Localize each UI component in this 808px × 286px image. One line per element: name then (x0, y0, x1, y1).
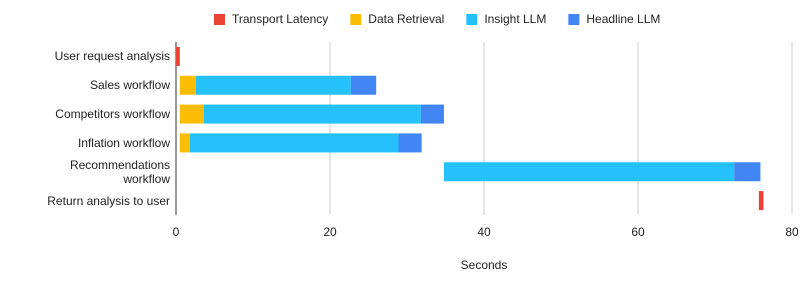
bar-segment (420, 104, 444, 124)
bar-segment (176, 46, 180, 66)
legend-swatch (466, 14, 478, 25)
category-labels: User request analysis Sales workflow Compe… (0, 0, 170, 286)
legend-swatch (350, 14, 362, 25)
y-tick-label: Competitors workflow (55, 107, 170, 122)
y-tick-label: User request analysis (54, 49, 170, 64)
legend-label: Headline LLM (586, 12, 660, 26)
bar-segment (196, 75, 351, 95)
legend-swatch (214, 14, 225, 25)
legend-label: Transport Latency (232, 12, 328, 26)
bar-segment (179, 75, 197, 95)
x-tick-label: 0 (173, 225, 180, 239)
y-tick-label: Inflation workflow (77, 135, 170, 150)
legend-label: Data Retrieval (368, 12, 444, 26)
bar-segment (179, 133, 190, 153)
bar-segment (179, 104, 204, 124)
y-tick-label: Sales workflow (89, 78, 170, 93)
bar-segment (734, 162, 761, 182)
legend-swatch (568, 14, 580, 25)
x-tick-label: 20 (323, 225, 337, 239)
y-tick-label: Recommendations workflow (69, 157, 170, 186)
x-tick-label: 60 (631, 225, 645, 239)
bar-segment (350, 75, 377, 95)
bar-segment (203, 104, 421, 124)
bar-segment (758, 191, 764, 211)
legend-label: Insight LLM (484, 12, 546, 26)
x-axis-title: Seconds (461, 258, 508, 272)
bar-segment (443, 162, 735, 182)
bar-segment (398, 133, 422, 153)
bar-segment (189, 133, 399, 153)
y-tick-label: Return analysis to user (47, 193, 170, 208)
x-tick-label: 40 (477, 225, 491, 239)
x-tick-label: 80 (785, 225, 799, 239)
